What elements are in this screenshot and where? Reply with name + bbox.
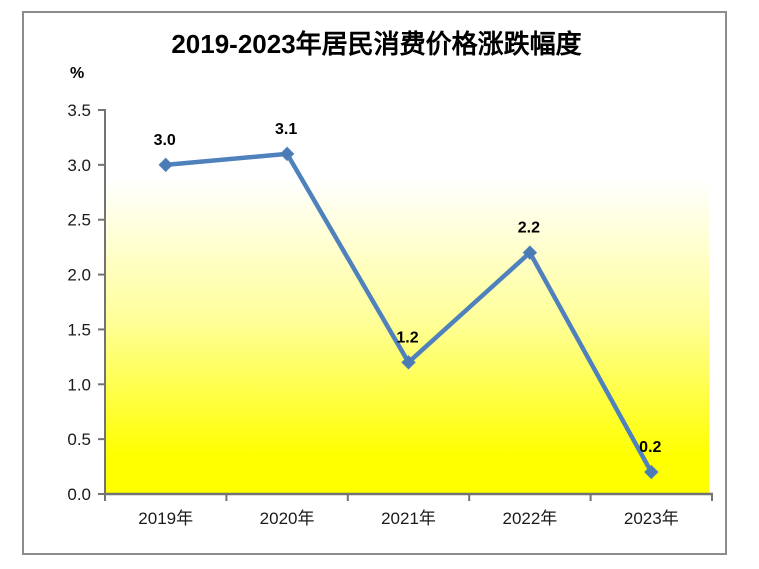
data-point-label: 0.2: [639, 439, 661, 456]
x-axis-tick-label: 2019年: [138, 509, 193, 528]
chart-title: 2019-2023年居民消费价格涨跌幅度: [171, 29, 582, 59]
data-point-marker: [279, 146, 295, 162]
y-axis-tick-label: 0.5: [67, 430, 91, 449]
y-axis-tick-label: 3.5: [67, 101, 91, 120]
y-axis-tick-label: 0.0: [67, 485, 91, 504]
data-point-marker: [401, 355, 416, 370]
plot-area-background: [106, 110, 709, 494]
x-axis-tick-label: 2020年: [260, 509, 315, 528]
y-axis-tick-label: 2.5: [67, 211, 91, 230]
x-axis-tick-label: 2021年: [381, 509, 436, 528]
data-point-label: 3.0: [154, 132, 176, 149]
y-axis-tick-label: 1.0: [67, 375, 91, 394]
data-point-marker: [158, 157, 173, 173]
y-axis-tick-label: 3.0: [67, 156, 91, 175]
data-point-marker: [522, 245, 538, 260]
data-point-label: 1.2: [396, 329, 418, 346]
y-axis-tick-label: 2.0: [67, 266, 91, 285]
y-axis-unit-label: %: [70, 65, 84, 82]
x-axis-tick-label: 2023年: [624, 509, 679, 528]
data-point-label: 2.2: [518, 220, 540, 237]
y-axis-tick-label: 1.5: [67, 320, 91, 339]
data-point-marker: [644, 464, 659, 480]
data-point-label: 3.1: [275, 121, 297, 138]
x-axis-tick-label: 2022年: [502, 509, 557, 528]
